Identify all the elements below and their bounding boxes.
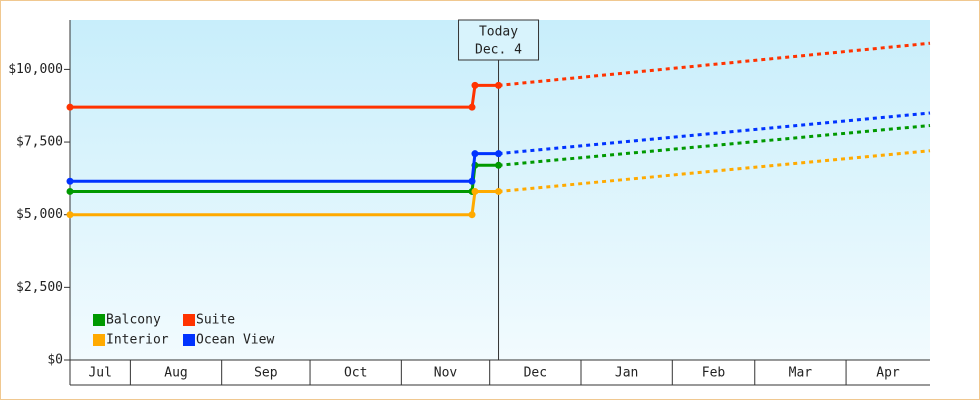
today-label: Dec. 4 <box>475 43 522 58</box>
y-tick-label: $0 <box>47 353 63 368</box>
x-tick-label: Feb <box>702 366 726 381</box>
series-line <box>70 83 499 109</box>
x-tick-label: Mar <box>789 366 813 381</box>
y-tick-label: $2,500 <box>16 280 63 295</box>
point <box>495 161 503 169</box>
legend-label: Interior <box>106 333 169 348</box>
y-tick-label: $10,000 <box>8 62 63 77</box>
x-tick-label: Jul <box>88 366 111 381</box>
point <box>495 187 503 195</box>
legend-swatch <box>93 314 105 326</box>
point <box>66 211 74 219</box>
y-tick-label: $5,000 <box>16 207 63 222</box>
series-line <box>70 152 499 183</box>
point <box>495 150 503 158</box>
x-tick-label: Nov <box>434 366 458 381</box>
point <box>66 187 74 195</box>
legend-swatch <box>183 334 195 346</box>
legend-swatch <box>93 334 105 346</box>
y-tick-label: $7,500 <box>16 135 63 150</box>
point <box>495 81 503 89</box>
legend-label: Suite <box>196 313 235 328</box>
point <box>468 211 476 219</box>
x-tick-label: Jan <box>615 366 638 381</box>
legend-label: Balcony <box>106 313 161 328</box>
x-tick-label: Dec <box>524 366 547 381</box>
point <box>468 177 476 185</box>
x-tick-label: Apr <box>876 366 900 381</box>
point <box>66 103 74 111</box>
x-tick-label: Sep <box>254 366 278 381</box>
forecast-line <box>498 111 931 156</box>
series-line <box>70 189 499 217</box>
point <box>471 187 479 195</box>
today-label: Today <box>479 25 518 40</box>
forecast-line <box>498 41 931 87</box>
legend-swatch <box>183 314 195 326</box>
legend-label: Ocean View <box>196 333 274 348</box>
point <box>471 150 479 158</box>
x-tick-label: Oct <box>344 366 367 381</box>
today-box <box>458 19 540 61</box>
x-tick-label: Aug <box>164 366 187 381</box>
point <box>66 177 74 185</box>
forecast-line <box>498 149 931 193</box>
point <box>468 103 476 111</box>
forecast-line <box>498 123 931 167</box>
point <box>471 81 479 89</box>
